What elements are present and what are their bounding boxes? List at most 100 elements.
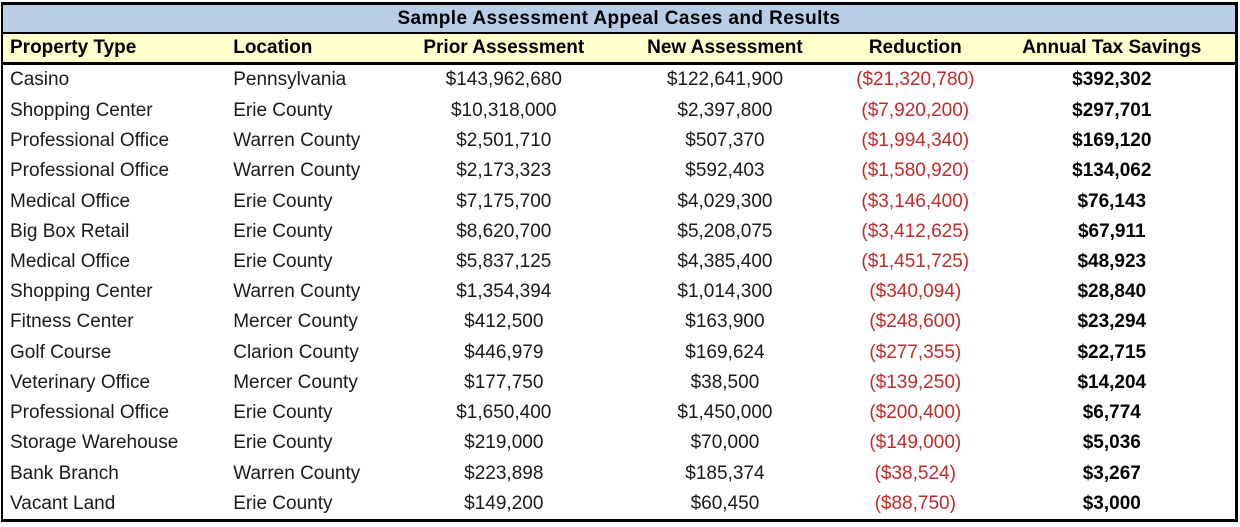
reduction-cell: ($139,250)	[869, 371, 962, 393]
table-row: Big Box Retail Erie County $8,620,700 $5,20…	[3, 217, 1235, 247]
table-row: Professional Office Erie County $1,650,400…	[3, 398, 1235, 428]
location-cell: Erie County	[233, 250, 333, 272]
property-type-cell: Professional Office	[10, 160, 170, 182]
annual-tax-savings-cell: $48,923	[1077, 250, 1147, 272]
property-type-cell: Veterinary Office	[10, 371, 151, 393]
prior-assessment-cell: $223,898	[464, 462, 544, 484]
prior-assessment-cell: $7,175,700	[456, 190, 552, 212]
reduction-cell: ($1,580,920)	[861, 160, 970, 182]
location-cell: Erie County	[233, 432, 333, 454]
table-row: Medical Office Erie County $7,175,700 $4,02…	[3, 186, 1235, 216]
table-row: Fitness Center Mercer County $412,500 $163,…	[3, 307, 1235, 337]
location-cell: Mercer County	[233, 311, 358, 333]
property-type-cell: Golf Course	[10, 341, 112, 363]
property-type-cell: Bank Branch	[10, 462, 119, 484]
new-assessment-cell: $4,029,300	[677, 190, 773, 212]
reduction-cell: ($3,146,400)	[861, 190, 970, 212]
column-header-prior-assessment: Prior Assessment	[399, 34, 608, 65]
property-type-cell: Shopping Center	[10, 281, 153, 303]
prior-assessment-cell: $412,500	[464, 311, 544, 333]
column-header-location: Location	[227, 34, 400, 65]
reduction-cell: ($277,355)	[869, 341, 962, 363]
prior-assessment-cell: $143,962,680	[445, 69, 562, 91]
prior-assessment-cell: $1,650,400	[456, 402, 552, 424]
annual-tax-savings-cell: $76,143	[1077, 190, 1147, 212]
property-type-cell: Storage Warehouse	[10, 432, 179, 454]
annual-tax-savings-cell: $6,774	[1082, 402, 1141, 424]
property-type-cell: Professional Office	[10, 130, 170, 152]
annual-tax-savings-cell: $297,701	[1072, 99, 1152, 121]
property-type-cell: Shopping Center	[10, 99, 153, 121]
property-type-cell: Professional Office	[10, 402, 170, 424]
column-header-new-assessment: New Assessment	[607, 34, 842, 65]
table-row: Storage Warehouse Erie County $219,000 $70,…	[3, 428, 1235, 458]
new-assessment-cell: $507,370	[685, 130, 765, 152]
table-row: Bank Branch Warren County $223,898 $185,374…	[3, 458, 1235, 488]
annual-tax-savings-cell: $134,062	[1072, 160, 1152, 182]
reduction-cell: ($340,094)	[869, 281, 962, 303]
new-assessment-cell: $122,641,900	[666, 69, 784, 91]
annual-tax-savings-cell: $28,840	[1077, 281, 1147, 303]
annual-tax-savings-cell: $22,715	[1077, 341, 1147, 363]
table-row: Medical Office Erie County $5,837,125 $4,38…	[3, 247, 1235, 277]
location-cell: Erie County	[233, 190, 333, 212]
table-row: Shopping Center Warren County $1,354,394 $1…	[3, 277, 1235, 307]
reduction-cell: ($1,994,340)	[861, 130, 970, 152]
prior-assessment-cell: $1,354,394	[456, 281, 552, 303]
table-row: Professional Office Warren County $2,173,3…	[3, 156, 1235, 186]
prior-assessment-cell: $2,501,710	[456, 130, 552, 152]
location-cell: Erie County	[233, 402, 333, 424]
reduction-cell: ($38,524)	[874, 462, 956, 484]
property-type-cell: Casino	[10, 69, 70, 91]
prior-assessment-cell: $219,000	[464, 432, 544, 454]
table-row: Vacant Land Erie County $149,200 $60,450 ($8…	[3, 489, 1235, 519]
annual-tax-savings-cell: $23,294	[1077, 311, 1147, 333]
reduction-cell: ($3,412,625)	[861, 220, 970, 242]
table-row: Casino Pennsylvania $143,962,680 $122,641,9…	[3, 64, 1235, 96]
new-assessment-cell: $2,397,800	[677, 99, 773, 121]
location-cell: Erie County	[233, 99, 333, 121]
reduction-cell: ($149,000)	[869, 432, 962, 454]
reduction-cell: ($248,600)	[869, 311, 962, 333]
table-row: Professional Office Warren County $2,501,7…	[3, 126, 1235, 156]
prior-assessment-cell: $10,318,000	[450, 99, 557, 121]
table-row: Shopping Center Erie County $10,318,000 $2,…	[3, 96, 1235, 126]
property-type-cell: Medical Office	[10, 250, 131, 272]
annual-tax-savings-cell: $14,204	[1077, 371, 1147, 393]
location-cell: Erie County	[233, 492, 333, 514]
prior-assessment-cell: $177,750	[464, 371, 544, 393]
new-assessment-cell: $60,450	[690, 492, 760, 514]
prior-assessment-cell: $2,173,323	[456, 160, 552, 182]
table-row: Golf Course Clarion County $446,979 $169,62…	[3, 338, 1235, 368]
reduction-cell: ($88,750)	[874, 492, 956, 514]
property-type-cell: Medical Office	[10, 190, 131, 212]
new-assessment-cell: $4,385,400	[677, 250, 773, 272]
annual-tax-savings-cell: $169,120	[1072, 130, 1152, 152]
table-row: Veterinary Office Mercer County $177,750 $3…	[3, 368, 1235, 398]
reduction-cell: ($1,451,725)	[861, 250, 970, 272]
column-header-property-type: Property Type	[3, 34, 228, 65]
annual-tax-savings-cell: $3,000	[1082, 492, 1141, 514]
new-assessment-cell: $5,208,075	[677, 220, 773, 242]
location-cell: Warren County	[233, 281, 361, 303]
location-cell: Pennsylvania	[233, 69, 347, 91]
new-assessment-cell: $1,014,300	[677, 281, 773, 303]
table-body: Casino Pennsylvania $143,962,680 $122,641,9…	[3, 64, 1235, 520]
annual-tax-savings-cell: $5,036	[1082, 432, 1141, 454]
annual-tax-savings-cell: $67,911	[1077, 220, 1146, 242]
prior-assessment-cell: $149,200	[464, 492, 544, 514]
new-assessment-cell: $169,624	[685, 341, 765, 363]
property-type-cell: Big Box Retail	[10, 220, 130, 242]
new-assessment-cell: $592,403	[685, 160, 765, 182]
prior-assessment-cell: $8,620,700	[456, 220, 552, 242]
new-assessment-cell: $163,900	[685, 311, 765, 333]
table-header-row: Property Type Location Prior Assessment …	[3, 34, 1235, 65]
new-assessment-cell: $185,374	[685, 462, 765, 484]
reduction-cell: ($7,920,200)	[861, 99, 970, 121]
location-cell: Clarion County	[233, 341, 359, 363]
annual-tax-savings-cell: $3,267	[1082, 462, 1141, 484]
new-assessment-cell: $38,500	[690, 371, 760, 393]
new-assessment-cell: $1,450,000	[677, 402, 773, 424]
location-cell: Warren County	[233, 130, 361, 152]
